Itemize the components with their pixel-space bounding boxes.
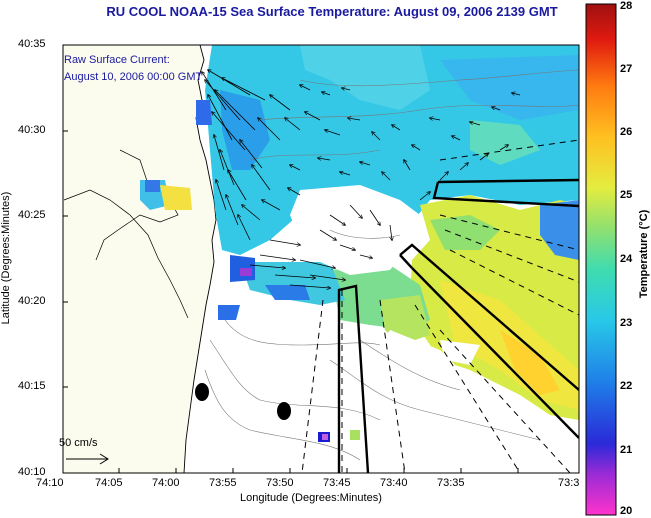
scale-bar-label: 50 cm/s xyxy=(59,437,98,449)
y-tick: 40:10 xyxy=(18,466,46,478)
colorbar-tick: 28 xyxy=(620,0,633,12)
colorbar xyxy=(585,3,617,516)
colorbar-tick: 20 xyxy=(620,505,633,517)
y-tick: 40:20 xyxy=(18,295,46,307)
land-mass xyxy=(63,45,217,473)
x-tick: 73:45 xyxy=(323,477,351,489)
inner-coastline xyxy=(63,189,189,319)
site-marker-2 xyxy=(277,402,291,420)
x-tick: 73:3 xyxy=(558,477,580,489)
x-tick: 74:00 xyxy=(152,477,180,489)
colorbar-tick: 24 xyxy=(620,253,633,265)
x-axis-title: Longitude (Degrees:Minutes) xyxy=(240,492,382,504)
chart-title: RU COOL NOAA-15 Sea Surface Temperature:… xyxy=(106,4,558,19)
y-tick: 40:25 xyxy=(18,209,46,221)
bathymetry-contours xyxy=(204,69,579,461)
x-tick: 73:55 xyxy=(209,477,237,489)
axis-tick-marks xyxy=(62,44,519,474)
colorbar-tick: 23 xyxy=(620,317,633,329)
x-tick: 73:35 xyxy=(437,477,465,489)
shipping-lanes xyxy=(337,178,579,473)
colorbar-tick: 22 xyxy=(620,380,633,392)
colorbar-tick: 27 xyxy=(620,63,633,75)
site-marker-1 xyxy=(195,383,209,401)
colorbar-title: Temperature (°C) xyxy=(638,209,650,299)
current-legend-line1: Raw Surface Current: xyxy=(64,54,170,66)
y-axis-title: Latitude (Degrees:Minutes) xyxy=(0,191,12,325)
current-legend-line2: August 10, 2006 00:00 GMT xyxy=(64,71,203,83)
y-tick: 40:15 xyxy=(18,380,46,392)
y-tick: 40:30 xyxy=(18,124,46,136)
colorbar-tick: 21 xyxy=(620,444,633,456)
x-tick: 73:40 xyxy=(380,477,408,489)
y-tick: 40:35 xyxy=(18,38,46,50)
x-tick: 74:05 xyxy=(95,477,123,489)
current-vectors xyxy=(202,70,521,288)
bay-coastline xyxy=(95,149,179,261)
scale-arrowhead xyxy=(99,453,109,465)
transect-lines xyxy=(301,139,579,473)
colorbar-tick: 26 xyxy=(620,126,633,138)
x-tick: 73:50 xyxy=(266,477,294,489)
plot-frame xyxy=(62,44,580,474)
colorbar-tick: 25 xyxy=(620,189,633,201)
x-tick: 74:10 xyxy=(36,477,64,489)
